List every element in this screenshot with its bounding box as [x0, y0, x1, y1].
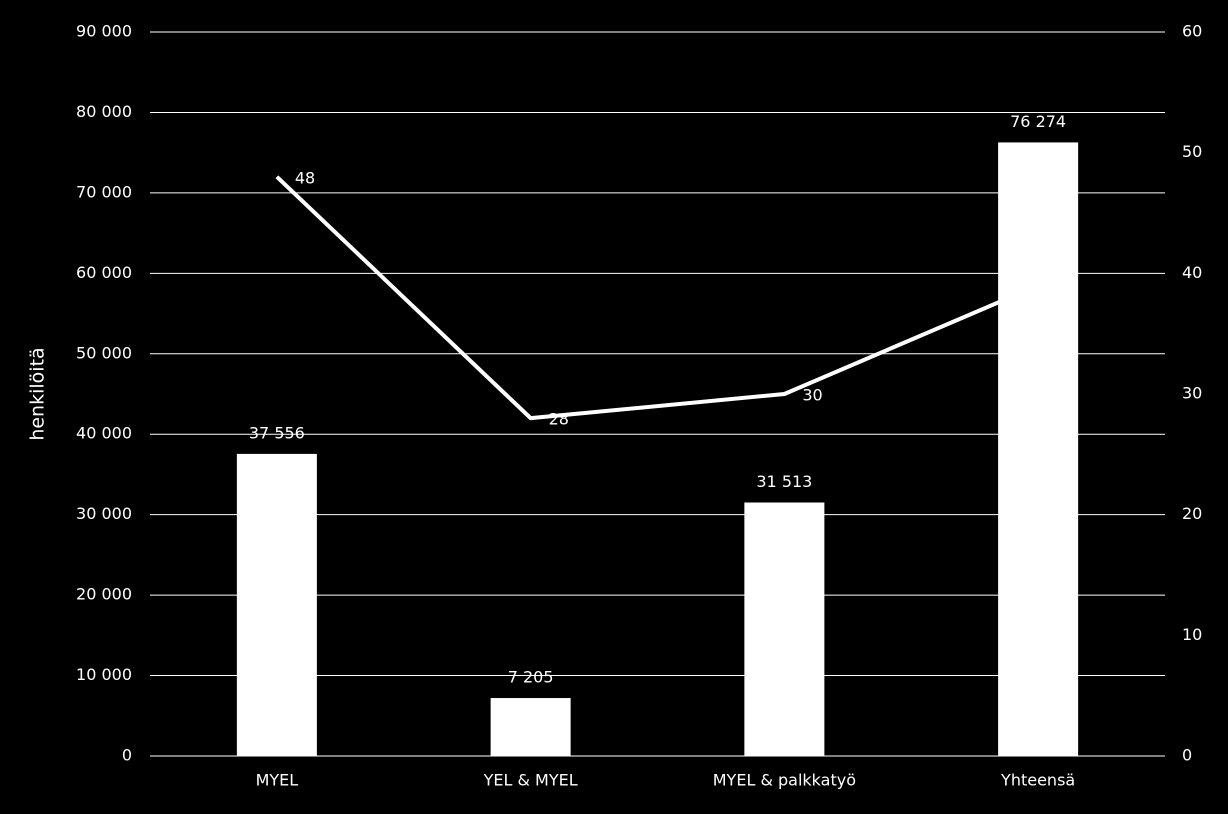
x-tick-label: YEL & MYEL [483, 771, 578, 790]
line-value-label: 30 [802, 386, 822, 405]
line-value-label: 48 [295, 168, 315, 187]
y-tick-label: 70 000 [76, 182, 132, 201]
bar [236, 453, 317, 756]
y-tick-label: 50 000 [76, 343, 132, 362]
y2-tick-label: 0 [1182, 746, 1192, 765]
y-tick-label: 10 000 [76, 665, 132, 684]
y-tick-label: 90 000 [76, 22, 132, 41]
line-value-label: 28 [549, 410, 569, 429]
bar-value-label: 76 274 [1010, 112, 1066, 131]
y2-tick-label: 30 [1182, 384, 1202, 403]
y2-tick-label: 60 [1182, 22, 1202, 41]
y2-tick-label: 10 [1182, 625, 1202, 644]
bar-value-label: 31 513 [756, 472, 812, 491]
y-tick-label: 0 [122, 746, 132, 765]
y-axis-title: henkilöitä [27, 347, 49, 440]
x-tick-label: MYEL [256, 771, 299, 790]
bar-value-label: 37 556 [249, 423, 305, 442]
line [275, 175, 1039, 421]
bar [490, 698, 571, 756]
y2-tick-label: 20 [1182, 504, 1202, 523]
y-tick-label: 80 000 [76, 102, 132, 121]
y-tick-label: 20 000 [76, 585, 132, 604]
bar [998, 142, 1079, 757]
x-tick-label: Yhteensä [1000, 771, 1075, 790]
y2-tick-label: 40 [1182, 263, 1202, 282]
y-tick-label: 30 000 [76, 504, 132, 523]
bar-value-label: 7 205 [508, 668, 554, 687]
y-tick-label: 60 000 [76, 263, 132, 282]
y2-tick-label: 50 [1182, 142, 1202, 161]
y-tick-label: 40 000 [76, 424, 132, 443]
bar [744, 502, 825, 756]
x-tick-label: MYEL & palkkatyö [713, 771, 856, 790]
